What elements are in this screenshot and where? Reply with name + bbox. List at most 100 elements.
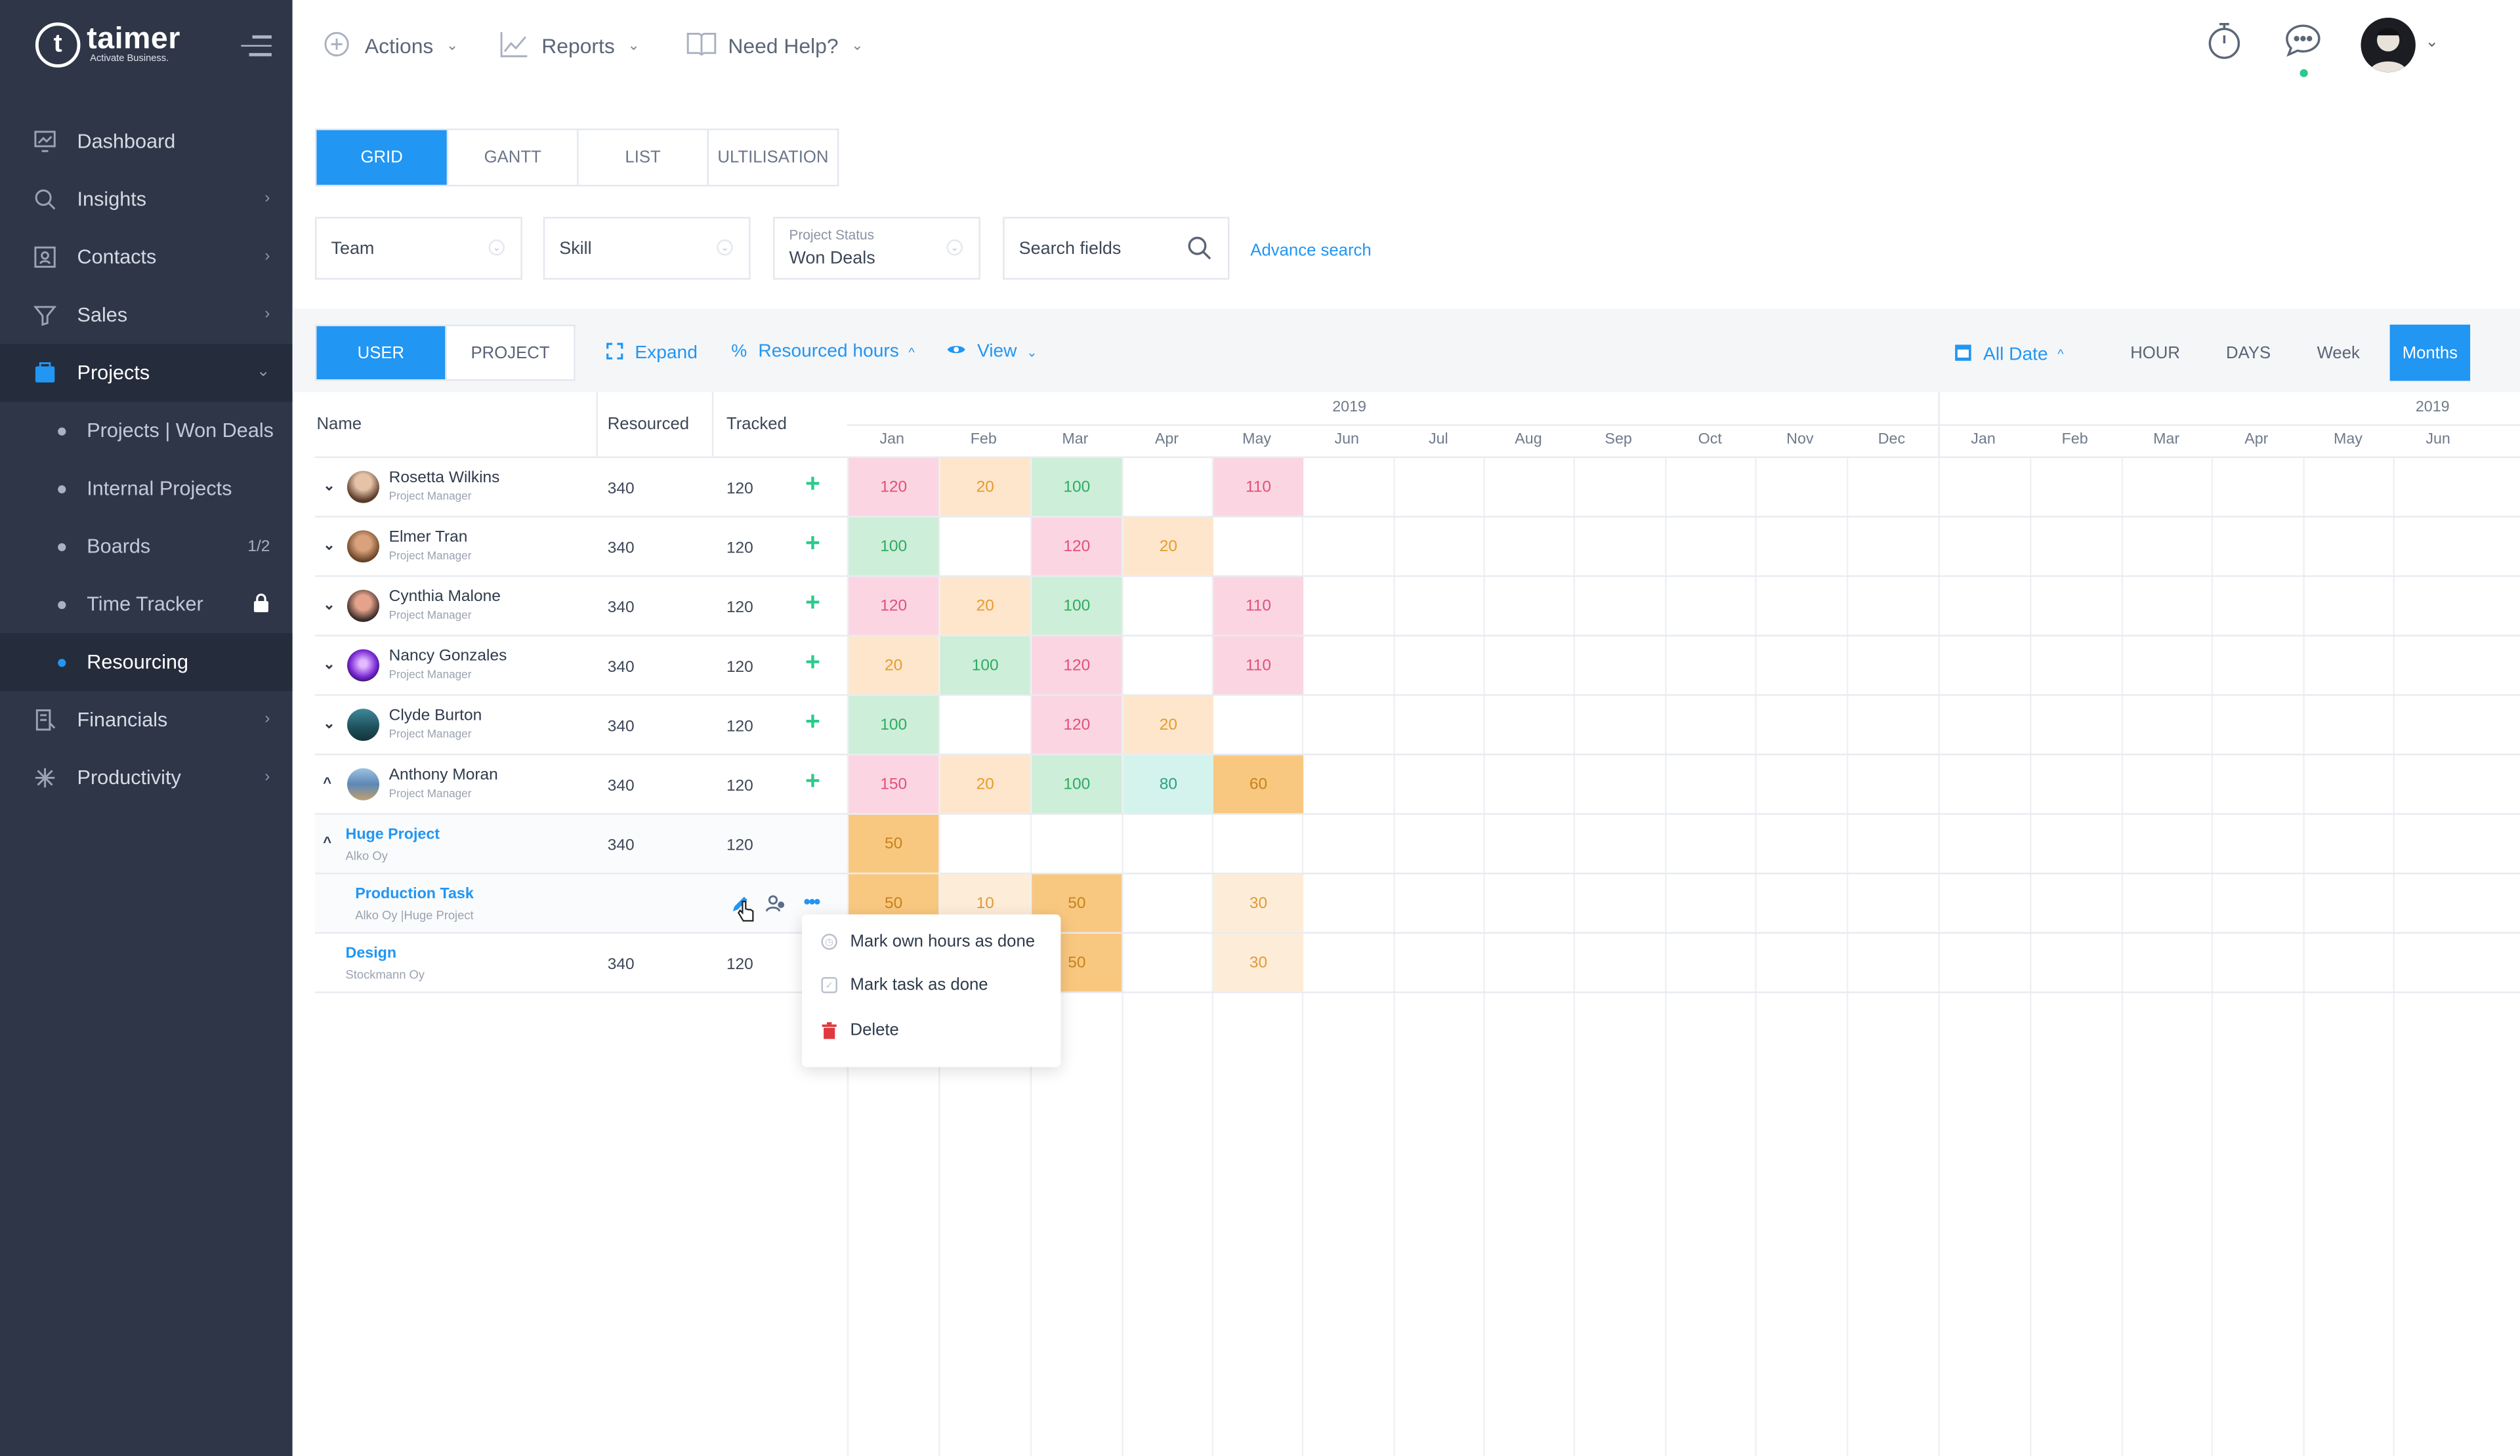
table-row[interactable]: ⌄ Rosetta Wilkins Project Manager 340 120 … [315, 456, 847, 516]
allocation-cell[interactable]: 120 [849, 577, 939, 635]
allocation-cell[interactable]: 20 [1123, 517, 1213, 575]
add-icon[interactable]: + [805, 589, 820, 617]
mark-task-done-item[interactable]: ✓ Mark task as done [821, 976, 988, 995]
user-avatar[interactable] [2361, 17, 2416, 73]
table-row[interactable]: ^ Anthony Moran Project Manager 340 120 + [315, 753, 847, 814]
reports-menu[interactable]: Reports ⌄ [500, 31, 640, 60]
delete-item[interactable]: Delete [821, 1020, 899, 1040]
chevron-down-icon[interactable]: ⌄ [323, 477, 335, 493]
chevron-down-icon[interactable]: ⌄ [2425, 33, 2439, 52]
team-select[interactable]: Team ⌄ [315, 217, 522, 280]
table-row[interactable]: ⌄ Nancy Gonzales Project Manager 340 120 + [315, 634, 847, 694]
sidebar-item-sales[interactable]: Sales › [0, 286, 293, 344]
add-icon[interactable]: + [805, 709, 820, 736]
chevron-up-icon[interactable]: ^ [323, 834, 332, 850]
allocation-cell[interactable]: 120 [1032, 517, 1122, 575]
sidebar-item-dashboard[interactable]: Dashboard [0, 112, 293, 170]
task-name[interactable]: Design [345, 945, 397, 963]
allocation-cell[interactable]: 100 [849, 517, 939, 575]
column-header-resourced[interactable]: Resourced [607, 414, 690, 434]
chevron-down-icon[interactable]: ⌄ [323, 596, 335, 613]
allocation-cell[interactable]: 150 [849, 755, 939, 814]
add-icon[interactable]: + [805, 768, 820, 796]
allocation-cell[interactable]: 50 [849, 814, 939, 873]
allocation-cell[interactable]: 60 [1213, 755, 1304, 814]
allocation-cell[interactable]: 20 [940, 755, 1030, 814]
allocation-cell[interactable]: 20 [849, 636, 939, 695]
search-icon[interactable] [1188, 236, 1212, 265]
chevron-down-icon[interactable]: ⌄ [323, 715, 335, 732]
add-icon[interactable]: + [805, 649, 820, 677]
allocation-cell[interactable]: 100 [849, 696, 939, 754]
skill-select[interactable]: Skill ⌄ [543, 217, 751, 280]
allocation-cell[interactable]: 100 [1032, 577, 1122, 635]
allocation-cell[interactable]: 110 [1213, 636, 1304, 695]
project-row[interactable]: ^ Huge Project Alko Oy 340 120 [315, 813, 847, 873]
granularity-months[interactable]: Months [2389, 324, 2471, 381]
task-row[interactable]: Production Task Alko Oy |Huge Project ••… [315, 872, 847, 932]
mark-own-hours-done-item[interactable]: ◷ Mark own hours as done [821, 932, 1035, 951]
sidebar-subitem-time-tracker[interactable]: Time Tracker [0, 575, 293, 633]
task-name[interactable]: Production Task [355, 885, 474, 904]
granularity-week[interactable]: Week [2317, 343, 2360, 363]
project-name[interactable]: Huge Project [345, 825, 440, 844]
sidebar-item-contacts[interactable]: Contacts › [0, 228, 293, 286]
chat-icon[interactable] [2284, 21, 2322, 77]
sidebar-item-projects[interactable]: Projects ⌄ [0, 344, 293, 402]
sidebar-subitem-internal-projects[interactable]: Internal Projects [0, 459, 293, 517]
advance-search-link[interactable]: Advance search [1250, 241, 1372, 260]
table-row[interactable]: ⌄ Elmer Tran Project Manager 340 120 + [315, 516, 847, 575]
expand-button[interactable]: Expand [606, 343, 698, 365]
tab-list[interactable]: LIST [577, 130, 707, 185]
chevron-down-icon[interactable]: ⌄ [323, 537, 335, 553]
allocation-cell[interactable]: 100 [940, 636, 1030, 695]
sidebar-subitem-projects-won-deals[interactable]: Projects | Won Deals [0, 402, 293, 459]
chevron-down-icon[interactable]: ⌄ [323, 655, 335, 672]
allocation-cell[interactable]: 30 [1213, 874, 1304, 932]
sidebar-subitem-resourcing[interactable]: Resourcing [0, 633, 293, 692]
sidebar-item-productivity[interactable]: Productivity › [0, 749, 293, 806]
edit-icon[interactable] [731, 894, 750, 918]
actions-menu[interactable]: Actions ⌄ [323, 31, 458, 60]
tab-project[interactable]: PROJECT [445, 326, 574, 380]
allocation-cell[interactable]: 20 [1123, 696, 1213, 754]
project-status-select[interactable]: Project Status Won Deals ⌄ [772, 217, 980, 280]
timer-icon[interactable] [2206, 21, 2242, 68]
more-icon[interactable]: ••• [803, 890, 820, 913]
menu-toggle-icon[interactable] [241, 35, 272, 58]
allocation-cell[interactable]: 20 [940, 458, 1030, 516]
chevron-up-icon[interactable]: ^ [323, 774, 332, 791]
allocation-cell[interactable]: 80 [1123, 755, 1213, 814]
allocation-cell[interactable]: 120 [849, 458, 939, 516]
allocation-cell[interactable]: 120 [1032, 636, 1122, 695]
column-header-name[interactable]: Name [316, 414, 362, 434]
table-row[interactable]: ⌄ Cynthia Malone Project Manager 340 120 + [315, 575, 847, 635]
sidebar-item-insights[interactable]: Insights › [0, 171, 293, 228]
tab-utilisation[interactable]: ULTILISATION [707, 130, 837, 185]
allocation-cell[interactable]: 120 [1032, 696, 1122, 754]
assign-user-icon[interactable] [765, 894, 786, 918]
tab-gantt[interactable]: GANTT [446, 130, 577, 185]
tab-user[interactable]: USER [316, 326, 446, 380]
sidebar-subitem-boards[interactable]: Boards 1/2 [0, 518, 293, 575]
allocation-cell[interactable]: 110 [1213, 577, 1304, 635]
task-row[interactable]: Design Stockmann Oy 340 120 [315, 932, 847, 992]
allocation-cell[interactable]: 30 [1213, 934, 1304, 992]
allocation-cell[interactable]: 20 [940, 577, 1030, 635]
all-date-dropdown[interactable]: All Date ^ [1954, 343, 2064, 367]
granularity-hour[interactable]: HOUR [2130, 343, 2180, 363]
add-icon[interactable]: + [805, 530, 820, 558]
column-header-tracked[interactable]: Tracked [726, 414, 787, 434]
resourced-hours-dropdown[interactable]: % Resourced hours ^ [731, 343, 914, 362]
view-dropdown[interactable]: View ⌄ [946, 343, 1038, 362]
search-input[interactable]: Search fields [1003, 217, 1230, 280]
allocation-cell[interactable]: 100 [1032, 755, 1122, 814]
allocation-cell[interactable]: 110 [1213, 458, 1304, 516]
taimer-logo[interactable]: t taimer Activate Business. [35, 22, 180, 68]
table-row[interactable]: ⌄ Clyde Burton Project Manager 340 120 + [315, 694, 847, 754]
sidebar-item-financials[interactable]: Financials › [0, 691, 293, 749]
allocation-cell[interactable]: 50 [1032, 874, 1122, 932]
allocation-cell[interactable]: 100 [1032, 458, 1122, 516]
tab-grid[interactable]: GRID [316, 130, 447, 185]
help-menu[interactable]: Need Help? ⌄ [686, 31, 864, 60]
